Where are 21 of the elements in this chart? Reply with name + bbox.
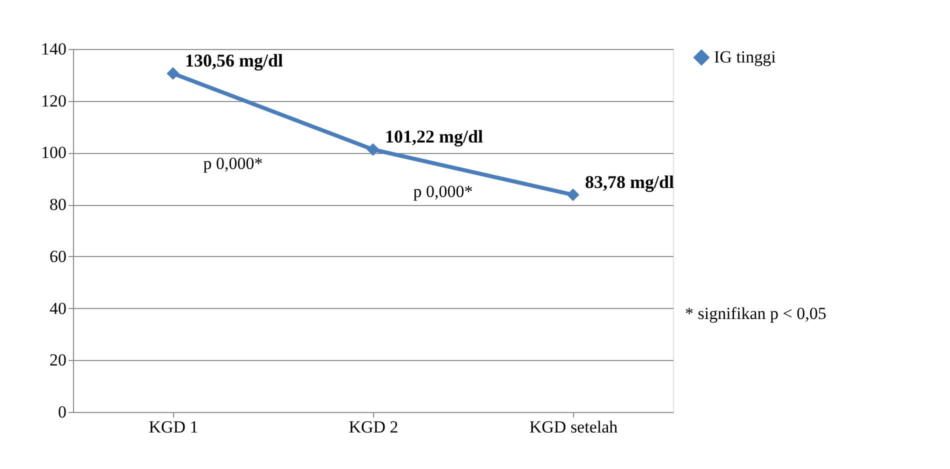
data-label: 83,78 mg/dl [585, 172, 674, 192]
annotation: p 0,000* [413, 182, 473, 201]
x-tick-label: KGD setelah [529, 418, 618, 436]
point [366, 143, 380, 156]
y-tick-label: 60 [50, 246, 66, 266]
x-tick-label: KGD 1 [148, 418, 198, 436]
text: * signifikan p < 0,05 [685, 304, 826, 323]
point [566, 188, 580, 202]
data-label: 101,22 mg/dl [385, 126, 484, 147]
y-tick-label: 100 [41, 143, 66, 162]
y-tick-label: 0 [58, 402, 66, 422]
y-tick-label: 140 [41, 40, 66, 58]
legend-label: IG tinggi [714, 48, 776, 66]
point [166, 67, 180, 80]
y-tick-label: 120 [41, 91, 66, 110]
y-tick-label: 40 [50, 298, 66, 318]
data-label: 130,56 mg/dl [185, 50, 284, 70]
y-tick-label: 80 [50, 195, 66, 214]
y-tick-label: 20 [50, 350, 66, 370]
x-tick-label: KGD 2 [348, 418, 398, 436]
annotation: p 0,000* [203, 154, 263, 173]
